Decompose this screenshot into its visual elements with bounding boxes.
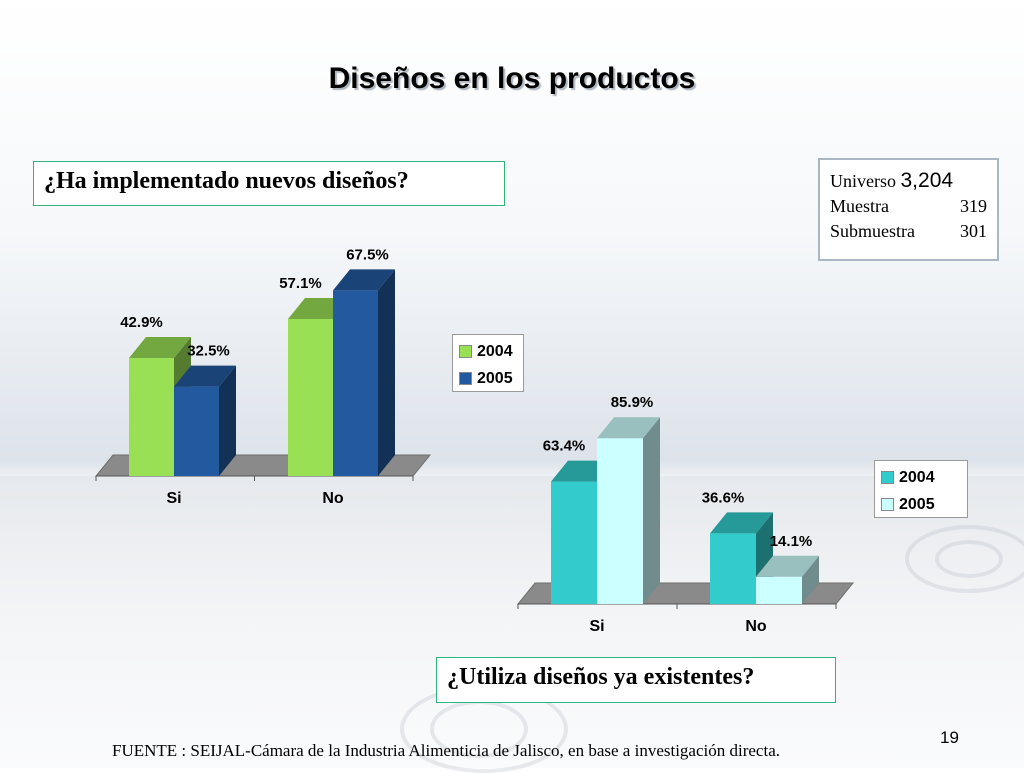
data-label: 36.6% (702, 489, 745, 506)
universe-value: 3,204 (900, 169, 954, 192)
bar-front (129, 358, 174, 476)
legend-swatch-2005 (459, 372, 472, 385)
submuestra-label: Submuestra (830, 221, 915, 241)
bar-front (710, 533, 756, 604)
decorative-ripple (905, 525, 1024, 593)
data-label: 14.1% (770, 533, 813, 550)
data-label: 57.1% (279, 275, 322, 292)
category-label: No (322, 490, 344, 507)
universe-label: Universo (830, 171, 896, 191)
legend-label-2004: 2004 (899, 468, 935, 486)
bar-front (756, 576, 802, 604)
muestra-label: Muestra (830, 196, 889, 216)
page-number: 19 (940, 728, 959, 747)
bar-side (378, 269, 395, 476)
data-label: 42.9% (120, 314, 163, 331)
submuestra-row: Submuestra 301 (830, 219, 987, 244)
bar-top (129, 337, 191, 359)
data-label: 63.4% (543, 438, 586, 455)
question-box-2: ¿Utiliza diseños ya existentes? (436, 657, 836, 703)
chart2-legend: 2004 2005 (874, 460, 968, 518)
question-box-1: ¿Ha implementado nuevos diseños? (33, 161, 505, 206)
source-footnote: FUENTE : SEIJAL-Cámara de la Industria A… (112, 741, 780, 760)
bar-front (333, 290, 378, 476)
legend-swatch-2005 (881, 498, 894, 511)
sample-info-box: Universo 3,204 Muestra 319 Submuestra 30… (818, 158, 999, 261)
data-label: 32.5% (187, 343, 230, 360)
legend-swatch-2004 (881, 471, 894, 484)
slide-title: Diseños en los productos (328, 62, 696, 95)
legend-label-2005: 2005 (477, 369, 513, 387)
bar-top (333, 269, 395, 291)
bar-front (597, 438, 643, 604)
legend-item-2005: 2005 (459, 365, 519, 392)
bar-front (551, 481, 597, 604)
muestra-row: Muestra 319 (830, 194, 987, 219)
chart1-legend: 2004 2005 (452, 334, 524, 392)
bar-front (174, 386, 219, 476)
submuestra-value: 301 (960, 221, 987, 241)
bar-top (597, 417, 660, 439)
bar-top (710, 512, 773, 534)
category-label: Si (166, 490, 181, 507)
legend-item-2004: 2004 (459, 338, 519, 365)
bar-side (219, 365, 236, 476)
universe-row: Universo 3,204 (830, 168, 987, 194)
data-label: 67.5% (346, 246, 389, 263)
category-label: Si (589, 618, 604, 635)
legend-item-2004: 2004 (881, 464, 963, 491)
legend-swatch-2004 (459, 345, 472, 358)
bar-side (643, 417, 660, 604)
muestra-value: 319 (960, 196, 987, 216)
legend-item-2005: 2005 (881, 491, 963, 518)
legend-label-2005: 2005 (899, 495, 935, 513)
category-label: No (745, 618, 767, 635)
legend-label-2004: 2004 (477, 342, 513, 360)
bar-front (288, 318, 333, 476)
bar-top (756, 555, 819, 577)
data-label: 85.9% (611, 394, 654, 411)
bar-top (174, 365, 236, 387)
bar-side (802, 555, 819, 604)
